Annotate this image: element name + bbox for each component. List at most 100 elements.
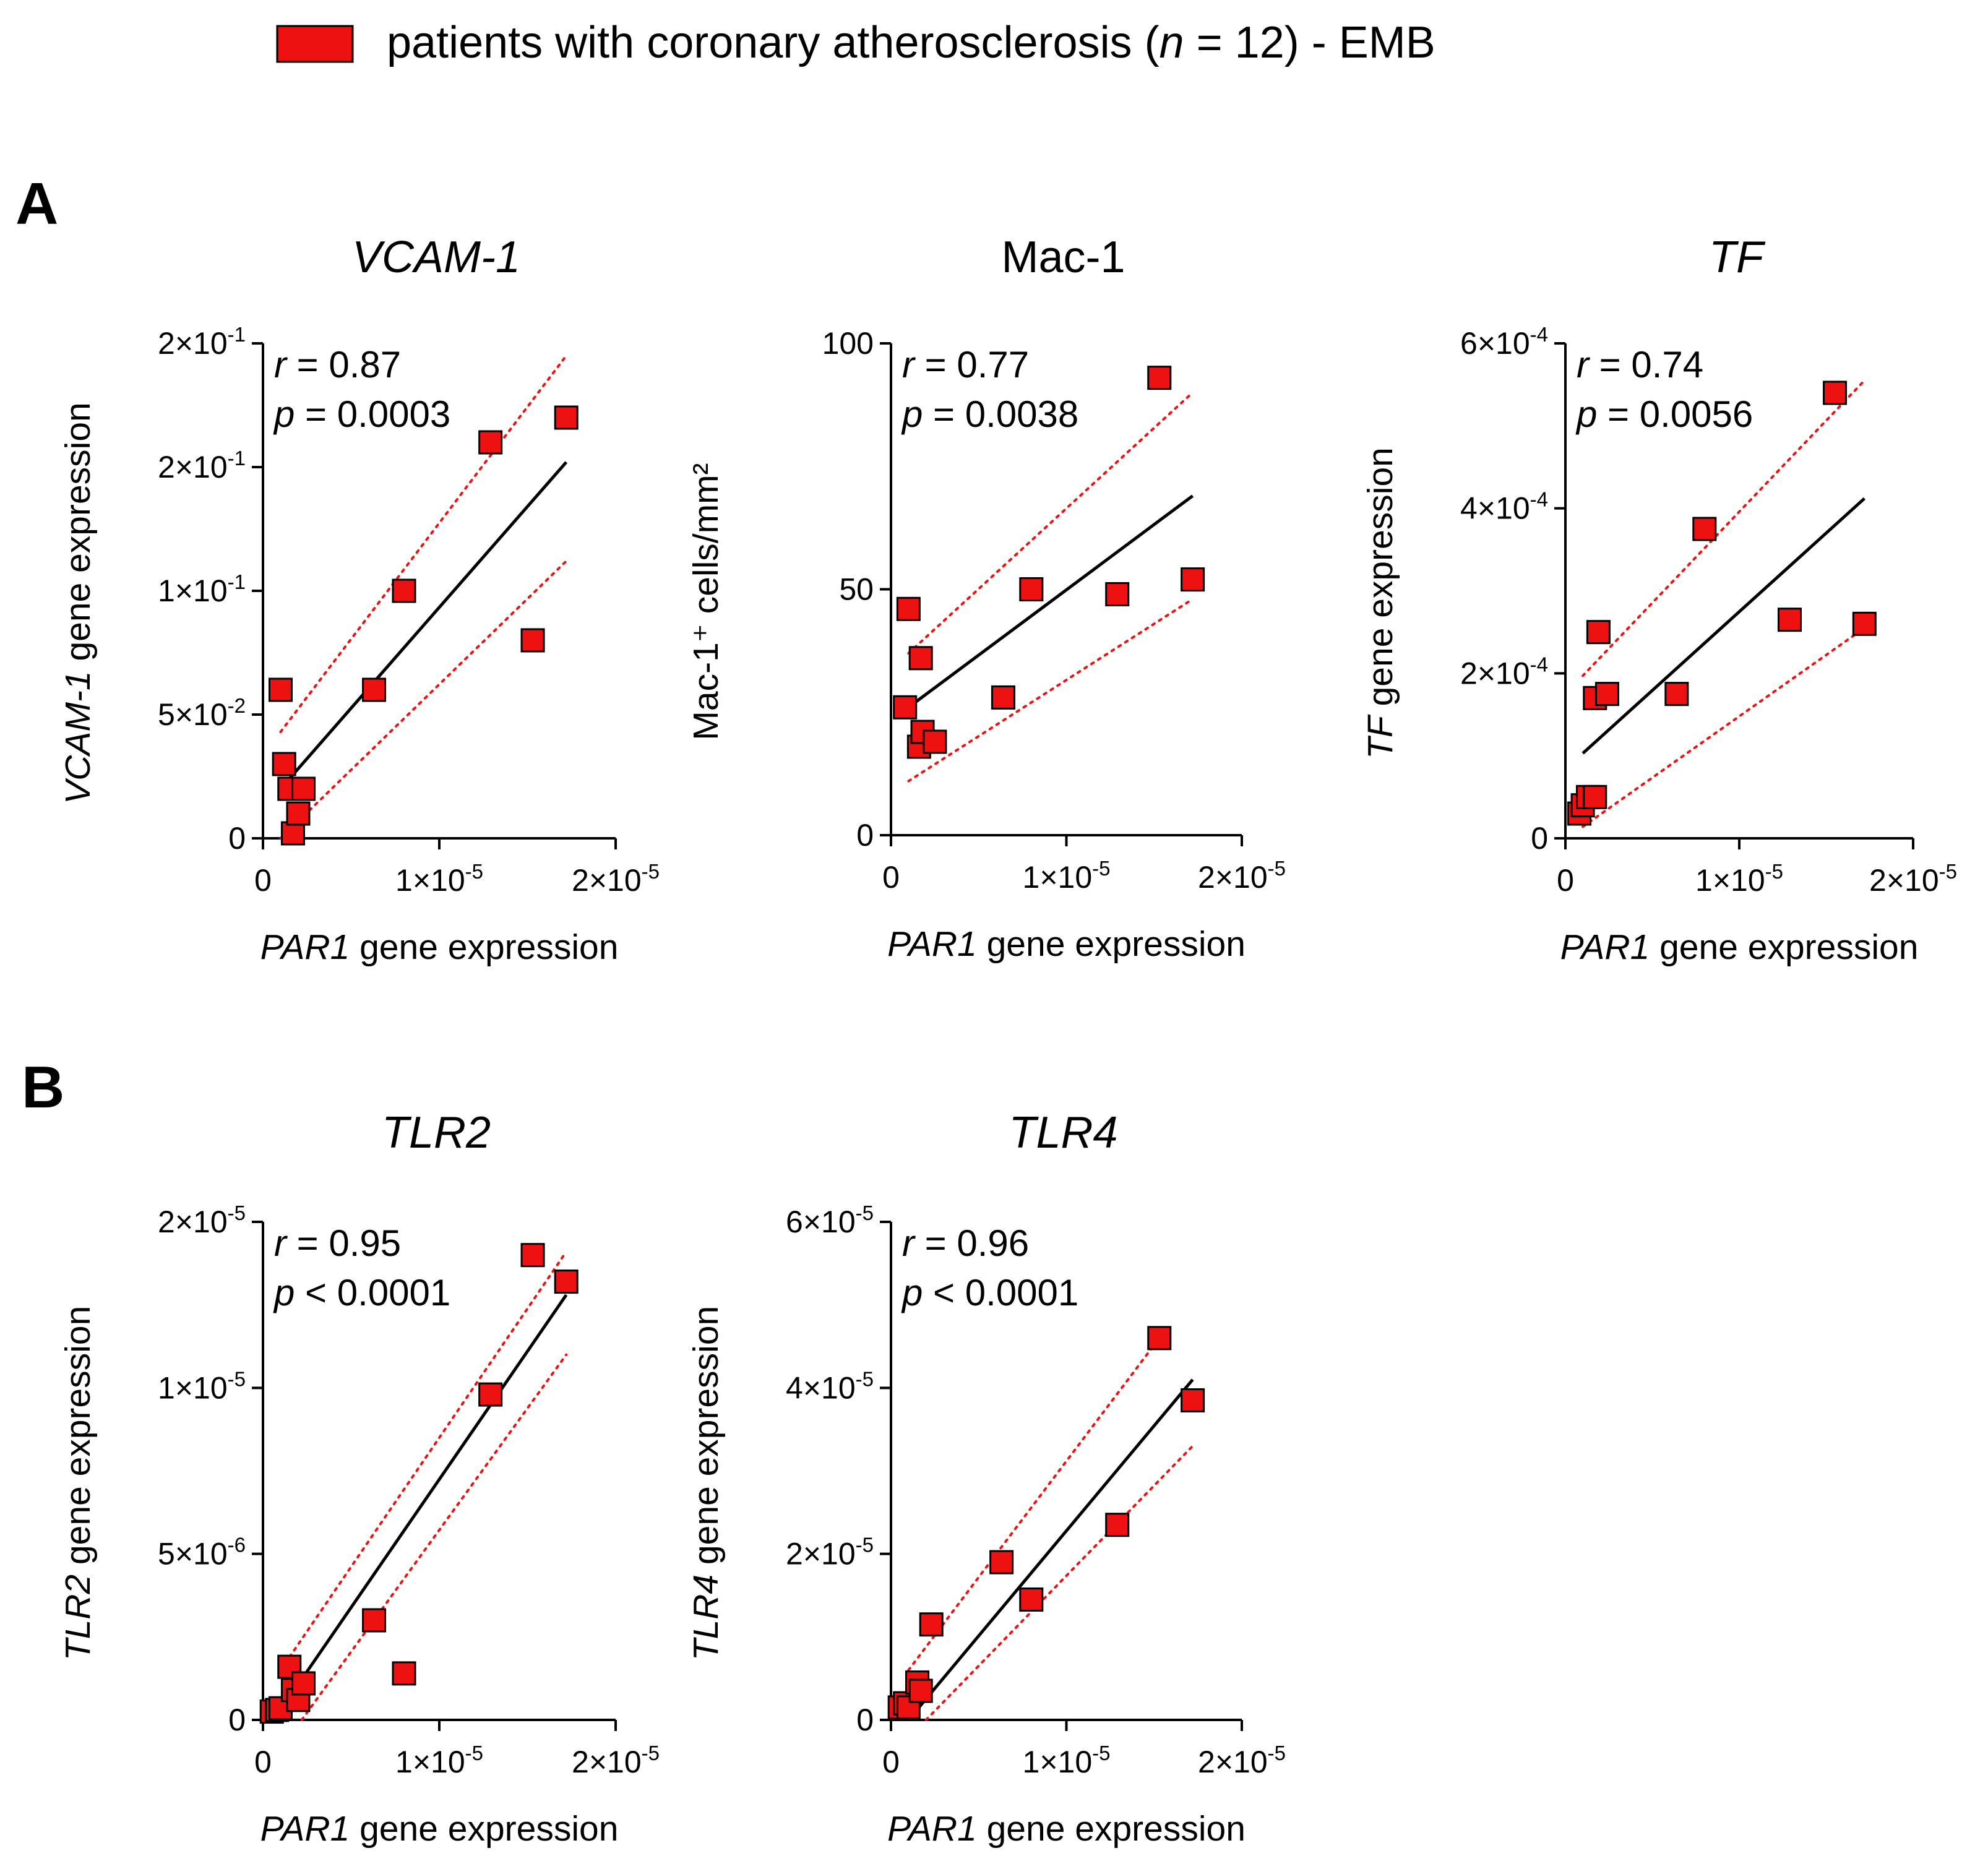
regression-line: [907, 1378, 1194, 1721]
y-tick-label: 6×10-5: [786, 1201, 874, 1239]
ci-lower-line: [279, 560, 568, 840]
chart-title: TLR4: [1009, 1108, 1117, 1158]
x-axis-label: PAR1 gene expression: [260, 927, 619, 967]
y-tick-label: 0: [856, 818, 874, 853]
ci-upper-line: [907, 1336, 1161, 1672]
data-point: [272, 752, 296, 776]
x-axis-label: PAR1 gene expression: [887, 924, 1246, 964]
y-tick-label: 4×10-5: [786, 1367, 874, 1405]
data-point: [1777, 608, 1802, 632]
x-tick-label: 2×10-5: [1198, 857, 1286, 895]
chart-title: VCAM-1: [352, 233, 520, 282]
y-axis-label: VCAM-1 gene expression: [58, 402, 98, 804]
x-tick-label: 2×10-5: [1869, 860, 1957, 898]
data-point: [1019, 1587, 1044, 1612]
y-tick-label: 0: [228, 1703, 246, 1737]
y-tick-label: 5×10-6: [158, 1534, 246, 1571]
y-axis-label: Mac-1⁺ cells/mm²: [686, 463, 726, 740]
y-tick-label: 2×10-1: [158, 323, 246, 361]
chart-panel-3: TF 0 1×10-5 2×10-5 0 2×10-4 4×10-4 6×10-4 PAR1 g…: [1361, 233, 1957, 967]
chart-panel-4: TLR2 0 1×10-5 2×10-5 0 5×10-6 1×10-5 2×10-5 PAR1…: [58, 1108, 660, 1849]
data-point: [1147, 1326, 1172, 1351]
x-axis-label: PAR1 gene expression: [260, 1809, 619, 1849]
data-point: [908, 1678, 933, 1703]
data-point: [991, 685, 1015, 710]
panel-label-b: B: [22, 1054, 64, 1120]
ci-upper-line: [1581, 379, 1866, 677]
data-point: [554, 1270, 579, 1294]
x-axis-label: PAR1 gene expression: [1560, 927, 1919, 967]
correlation-r: r = 0.96: [902, 1222, 1029, 1264]
chart-title: TF: [1709, 233, 1766, 282]
data-point: [520, 1243, 545, 1268]
data-point: [392, 1661, 416, 1686]
data-point: [1181, 1388, 1205, 1412]
panel-label-a: A: [15, 171, 58, 237]
data-point: [362, 1608, 387, 1633]
correlation-p: p = 0.0056: [1575, 393, 1753, 435]
y-tick-label: 50: [839, 572, 874, 607]
data-point: [1105, 582, 1130, 606]
correlation-p: p < 0.0001: [273, 1272, 450, 1313]
y-tick-label: 5×10-2: [158, 694, 246, 732]
data-point: [1664, 682, 1689, 707]
chart-title: TLR2: [382, 1108, 491, 1158]
data-point: [478, 1382, 503, 1407]
data-point: [269, 677, 293, 702]
legend-text: patients with coronary atherosclerosis (…: [387, 18, 1435, 67]
correlation-r: r = 0.77: [902, 344, 1029, 385]
y-axis-label: TF gene expression: [1361, 447, 1400, 759]
ci-upper-line: [279, 1250, 568, 1672]
y-tick-label: 0: [856, 1703, 874, 1737]
data-point: [554, 405, 579, 430]
data-point: [989, 1550, 1014, 1575]
ci-lower-line: [924, 1445, 1194, 1721]
y-axis-label: TLR4 gene expression: [686, 1306, 726, 1661]
x-tick-label: 1×10-5: [1023, 1742, 1111, 1779]
data-point: [1105, 1513, 1130, 1537]
data-point: [1019, 577, 1044, 601]
data-point: [1181, 567, 1205, 592]
y-tick-label: 1×10-1: [158, 570, 246, 608]
y-tick-label: 0: [228, 821, 246, 856]
chart-panel-5: TLR4 0 1×10-5 2×10-5 0 2×10-5 4×10-5 6×10-5 PAR1…: [686, 1108, 1286, 1849]
data-point: [896, 596, 921, 621]
chart-panel-2: Mac-1 0 1×10-5 2×10-5 0 50 100 PAR1 gene expres…: [686, 233, 1286, 964]
data-point: [291, 1671, 316, 1696]
data-point: [286, 801, 311, 826]
data-point: [1583, 784, 1607, 809]
data-point: [392, 578, 416, 603]
correlation-p: p < 0.0001: [901, 1272, 1078, 1313]
legend: patients with coronary atherosclerosis (…: [276, 18, 1435, 67]
y-tick-label: 1×10-5: [158, 1367, 246, 1405]
data-point: [520, 628, 545, 653]
regression-line: [907, 494, 1194, 709]
data-point: [908, 646, 933, 671]
data-point: [1586, 620, 1611, 645]
x-tick-label: 0: [882, 860, 900, 895]
x-tick-label: 2×10-5: [1198, 1742, 1286, 1779]
correlation-p: p = 0.0038: [901, 393, 1078, 435]
y-tick-label: 4×10-4: [1460, 488, 1548, 526]
data-point: [1594, 682, 1619, 707]
x-tick-label: 1×10-5: [395, 860, 483, 898]
chart-title: Mac-1: [1001, 233, 1125, 282]
charts: VCAM-1 0 1×10-5 2×10-5 0 5×10-2 1×10-1 2×10-1 2×…: [58, 233, 1957, 1849]
ci-lower-line: [907, 598, 1194, 783]
y-tick-label: 2×10-4: [1460, 653, 1548, 690]
x-tick-label: 2×10-5: [572, 1742, 660, 1779]
correlation-r: r = 0.95: [274, 1222, 401, 1264]
correlation-p: p = 0.0003: [273, 393, 450, 435]
x-tick-label: 0: [254, 1745, 272, 1779]
x-tick-label: 0: [1557, 863, 1574, 898]
x-tick-label: 0: [254, 863, 272, 898]
data-point: [919, 1612, 944, 1637]
y-tick-label: 2×10-5: [158, 1201, 246, 1239]
data-point: [362, 677, 387, 702]
ci-upper-line: [907, 391, 1194, 655]
y-tick-label: 6×10-4: [1460, 323, 1548, 361]
ci-lower-line: [300, 1353, 568, 1721]
data-point: [1147, 366, 1172, 390]
regression-line: [279, 1294, 568, 1711]
